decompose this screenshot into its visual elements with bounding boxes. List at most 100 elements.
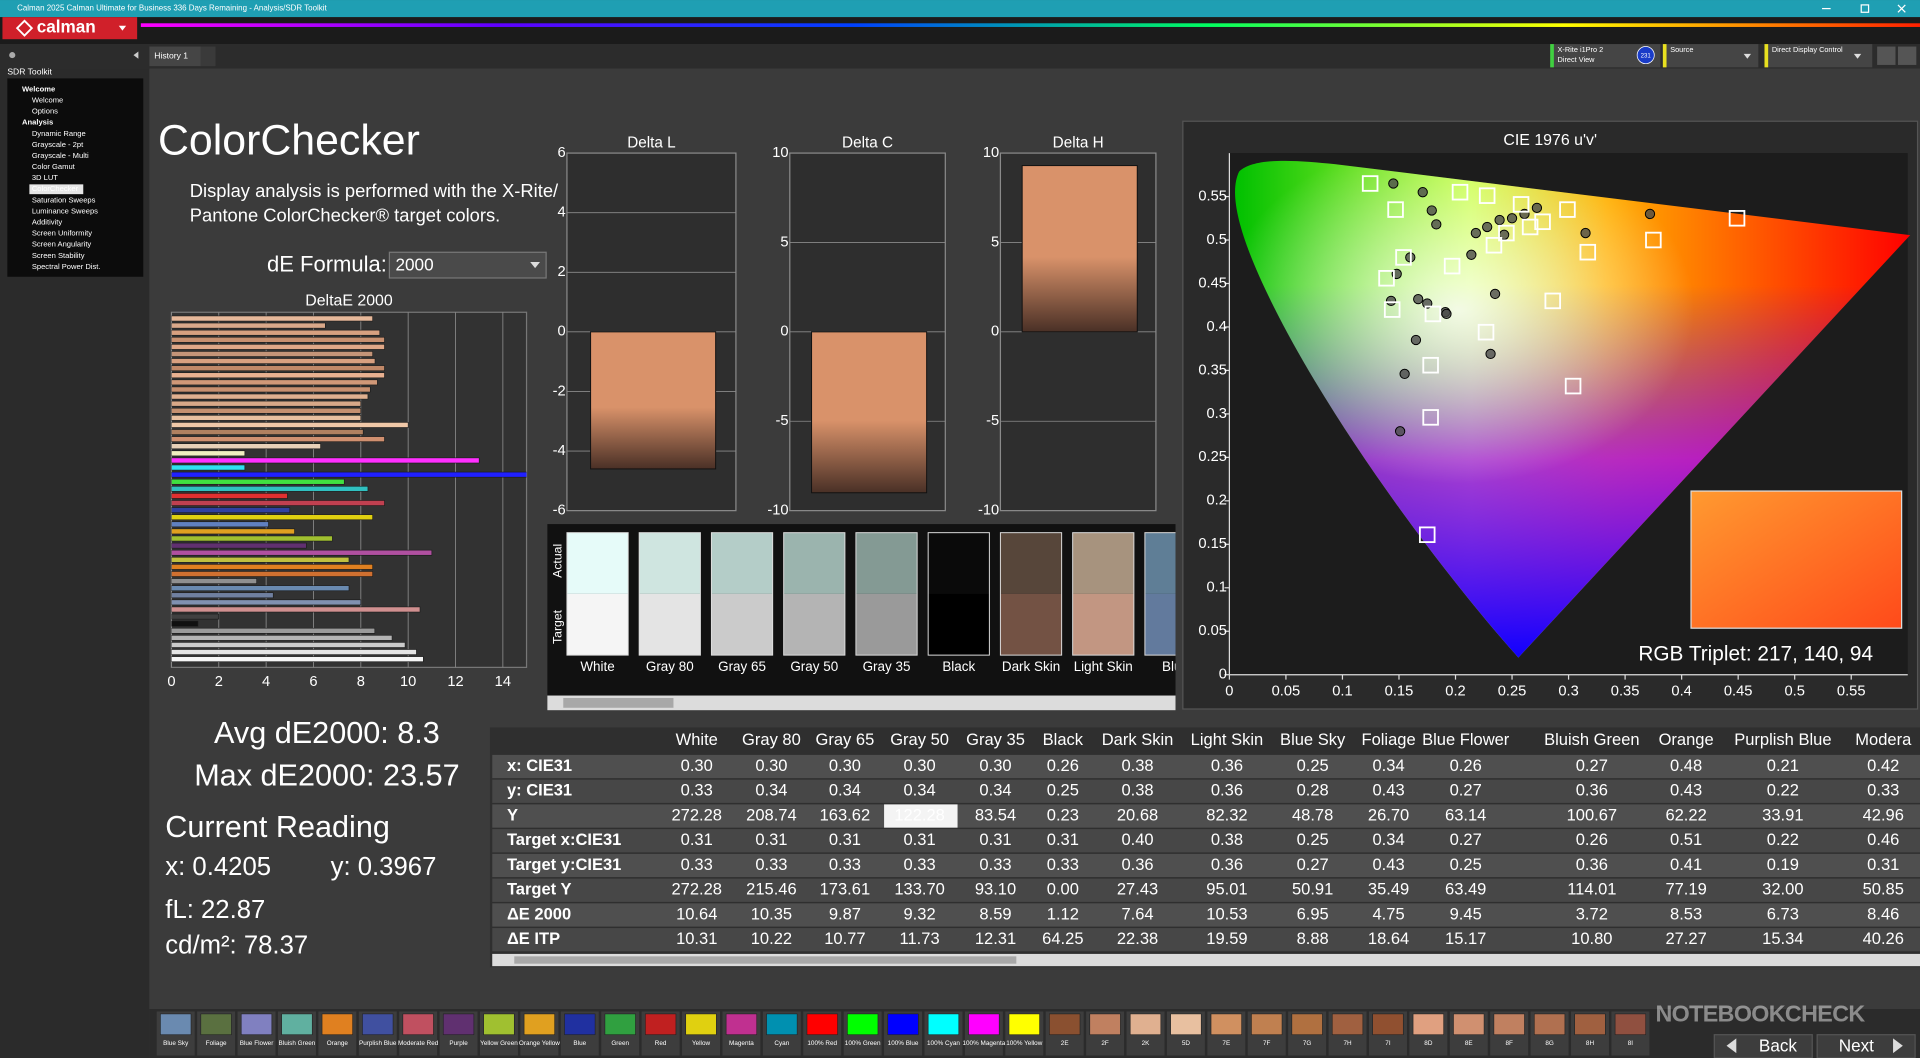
patch-label[interactable]: 7E [1222, 1040, 1230, 1047]
nav-item[interactable]: Dynamic Range [32, 129, 86, 138]
patch-color [1129, 1013, 1162, 1036]
nav-item[interactable]: Welcome [22, 84, 55, 93]
table-cell: 8.53 [1670, 904, 1702, 923]
nav-item[interactable]: Screen Stability [32, 251, 85, 260]
x-tick-label: 0.4 [1671, 684, 1691, 700]
patch-label[interactable]: Yellow Green [480, 1040, 518, 1047]
target-point [1512, 196, 1530, 213]
table-scroll-thumb[interactable] [514, 956, 1017, 964]
nav-item[interactable]: Luminance Sweeps [32, 206, 98, 215]
swatch-label: Gray 35 [863, 659, 911, 674]
patch-label[interactable]: 100% Yellow [1006, 1040, 1042, 1047]
patch-label[interactable]: 7F [1263, 1040, 1271, 1047]
patch-label[interactable]: Magenta [729, 1040, 754, 1047]
nav-item[interactable]: Screen Uniformity [32, 229, 92, 238]
patch-label[interactable]: Bluish Green [279, 1040, 316, 1047]
patch-label[interactable]: 8D [1424, 1040, 1433, 1047]
meter-control[interactable] [1550, 44, 1661, 68]
close-icon[interactable] [1897, 4, 1906, 13]
table-cell: 100.67 [1567, 805, 1618, 824]
patch-label[interactable]: Foliage [206, 1040, 227, 1047]
bar [171, 379, 378, 386]
patch-label[interactable]: Blue Flower [240, 1040, 274, 1047]
maximize-icon[interactable] [1860, 4, 1870, 13]
patch-label[interactable]: 5D [1182, 1040, 1191, 1047]
table-cell: 0.22 [1767, 781, 1799, 800]
patch-label[interactable]: 100% Red [807, 1040, 837, 1047]
patch-label[interactable]: 8I [1628, 1040, 1634, 1047]
display-dropdown[interactable] [1853, 53, 1862, 59]
patch-label[interactable]: Blue [573, 1040, 586, 1047]
target-point [1422, 356, 1439, 374]
display-control[interactable] [1764, 44, 1873, 68]
patch-label[interactable]: 100% Cyan [927, 1040, 960, 1047]
settings-button[interactable] [1877, 46, 1896, 65]
patch-label[interactable]: 8E [1465, 1040, 1473, 1047]
patch-label[interactable]: Green [611, 1040, 629, 1047]
y-tick-label: -5 [776, 413, 789, 429]
nav-item[interactable]: Screen Angularity [32, 240, 92, 249]
patch-label[interactable]: Moderate Red [398, 1040, 439, 1047]
nav-item[interactable]: 3D LUT [32, 173, 58, 182]
patch-label[interactable]: 2K [1142, 1040, 1151, 1047]
patch-label[interactable]: Yellow [692, 1040, 711, 1047]
formula-dropdown[interactable] [388, 251, 547, 279]
patch-label[interactable]: 2E [1061, 1040, 1069, 1047]
actual-point [1394, 426, 1406, 437]
panel-collapse[interactable] [133, 51, 139, 59]
tab[interactable] [149, 46, 201, 67]
nav-item[interactable]: Analysis [22, 118, 53, 127]
patch-label[interactable]: 7G [1303, 1040, 1312, 1047]
back-label[interactable]: Back [1759, 1035, 1798, 1055]
swatches: White Gray 80 Gray 65 Gray 50 Gray 35 Black Da… [566, 532, 1176, 674]
source-dropdown[interactable] [1743, 53, 1752, 59]
patch-label[interactable]: Red [655, 1040, 667, 1047]
patch-label[interactable]: 100% Blue [888, 1040, 919, 1047]
actual-point [1506, 213, 1518, 224]
formula-value[interactable]: 2000 [396, 254, 434, 274]
nav-item[interactable]: Saturation Sweeps [32, 195, 96, 204]
nav-item[interactable]: Color Gamut [32, 162, 76, 171]
nav-item[interactable]: Grayscale - 2pt [32, 140, 84, 149]
patch-label[interactable]: 7I [1385, 1040, 1391, 1047]
y-tick-label: 0.45 [1198, 275, 1227, 291]
patch-label[interactable]: 8G [1545, 1040, 1554, 1047]
tab-add[interactable] [200, 46, 216, 67]
x-tick-label: 10 [400, 674, 416, 690]
patch-label[interactable]: 2F [1101, 1040, 1109, 1047]
patch-label[interactable]: Purple [449, 1040, 468, 1047]
nav-item[interactable]: Spectral Power Dist. [32, 262, 101, 271]
table-cell: 0.27 [1297, 855, 1329, 874]
patch-label[interactable]: Blue Sky [163, 1040, 189, 1047]
patch-label[interactable]: 8H [1586, 1040, 1595, 1047]
patch-label[interactable]: 100% Green [845, 1040, 881, 1047]
scroll-thumb[interactable] [563, 697, 674, 708]
nav-item[interactable]: Options [32, 107, 58, 116]
source-control[interactable] [1662, 44, 1759, 68]
patch-label[interactable]: Orange [327, 1040, 349, 1047]
table-cell: 48.78 [1292, 805, 1333, 824]
help-button[interactable] [1897, 46, 1917, 65]
nav-item[interactable]: Additivity [32, 218, 63, 227]
nav-item[interactable]: ColorChecker [32, 184, 79, 193]
next-label[interactable]: Next [1839, 1035, 1874, 1055]
x-tick-label: 0 [167, 674, 175, 690]
tab-label[interactable]: History 1 [154, 51, 188, 61]
nav-item[interactable]: Welcome [32, 96, 63, 105]
logo-box[interactable] [2, 17, 138, 40]
y-tick-label: 0 [780, 324, 788, 340]
patch-label[interactable]: 100% Magenta [962, 1040, 1005, 1047]
bar [171, 351, 373, 357]
nav-item[interactable]: Grayscale - Multi [32, 151, 89, 160]
patch-label[interactable]: 7H [1343, 1040, 1352, 1047]
chart-title: CIE 1976 u'v' [1503, 132, 1597, 149]
patch-label[interactable]: Purplish Blue [359, 1040, 397, 1047]
table-row [492, 804, 1920, 828]
patch-label[interactable]: Orange Yellow [519, 1040, 560, 1047]
logo-dropdown[interactable] [118, 25, 127, 31]
y-tick-label: 5 [991, 234, 999, 250]
patch-label[interactable]: 8F [1505, 1040, 1513, 1047]
meter-name: X-Rite i1Pro 2 [1558, 45, 1604, 54]
table-cell: 0.31 [681, 830, 713, 849]
patch-label[interactable]: Cyan [774, 1040, 789, 1047]
